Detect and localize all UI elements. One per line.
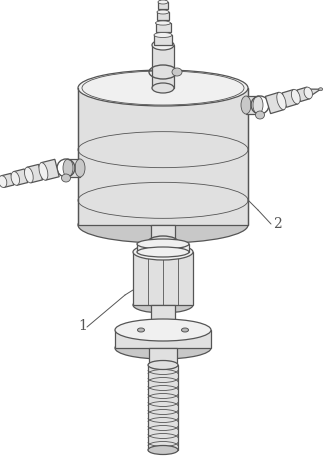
Ellipse shape bbox=[182, 328, 188, 332]
Polygon shape bbox=[307, 89, 321, 97]
Ellipse shape bbox=[24, 167, 33, 183]
Polygon shape bbox=[152, 45, 174, 88]
Ellipse shape bbox=[172, 68, 182, 76]
Ellipse shape bbox=[115, 319, 211, 341]
Polygon shape bbox=[154, 35, 172, 45]
Polygon shape bbox=[156, 23, 170, 32]
Polygon shape bbox=[137, 244, 189, 252]
Polygon shape bbox=[14, 169, 28, 185]
Ellipse shape bbox=[148, 445, 178, 455]
Ellipse shape bbox=[256, 111, 264, 119]
Polygon shape bbox=[282, 89, 298, 107]
Ellipse shape bbox=[133, 297, 193, 313]
Ellipse shape bbox=[137, 247, 189, 257]
Ellipse shape bbox=[291, 89, 300, 104]
Ellipse shape bbox=[115, 337, 211, 359]
Ellipse shape bbox=[152, 40, 174, 50]
Polygon shape bbox=[133, 252, 193, 305]
Polygon shape bbox=[148, 365, 178, 450]
Polygon shape bbox=[158, 2, 168, 9]
Polygon shape bbox=[160, 0, 166, 2]
Ellipse shape bbox=[0, 175, 7, 188]
Ellipse shape bbox=[75, 159, 85, 177]
Polygon shape bbox=[149, 348, 177, 365]
Ellipse shape bbox=[253, 96, 263, 114]
Ellipse shape bbox=[63, 159, 73, 177]
Ellipse shape bbox=[174, 241, 184, 249]
Text: 2: 2 bbox=[273, 217, 282, 231]
Polygon shape bbox=[246, 96, 258, 114]
Ellipse shape bbox=[158, 0, 168, 4]
Ellipse shape bbox=[62, 174, 70, 182]
Ellipse shape bbox=[138, 328, 144, 332]
Polygon shape bbox=[265, 92, 284, 113]
Ellipse shape bbox=[156, 21, 170, 25]
Polygon shape bbox=[0, 178, 4, 186]
Polygon shape bbox=[157, 12, 169, 20]
Polygon shape bbox=[27, 164, 42, 183]
Ellipse shape bbox=[151, 247, 175, 257]
Ellipse shape bbox=[304, 87, 312, 99]
Ellipse shape bbox=[157, 10, 169, 14]
Ellipse shape bbox=[151, 326, 175, 334]
Ellipse shape bbox=[319, 88, 323, 91]
Ellipse shape bbox=[152, 83, 174, 93]
Ellipse shape bbox=[149, 361, 177, 369]
Ellipse shape bbox=[78, 207, 248, 243]
Text: 1: 1 bbox=[78, 319, 87, 333]
Ellipse shape bbox=[277, 92, 286, 110]
Ellipse shape bbox=[133, 244, 193, 260]
Ellipse shape bbox=[151, 301, 175, 309]
Ellipse shape bbox=[137, 239, 189, 249]
Ellipse shape bbox=[154, 32, 172, 38]
Ellipse shape bbox=[78, 70, 248, 106]
Polygon shape bbox=[115, 330, 211, 348]
Polygon shape bbox=[41, 159, 59, 180]
Ellipse shape bbox=[241, 96, 251, 114]
Ellipse shape bbox=[148, 361, 178, 369]
Ellipse shape bbox=[39, 163, 48, 180]
Polygon shape bbox=[151, 225, 175, 252]
Polygon shape bbox=[1, 173, 14, 188]
Polygon shape bbox=[78, 88, 248, 225]
Ellipse shape bbox=[151, 220, 175, 230]
Polygon shape bbox=[68, 159, 80, 177]
Ellipse shape bbox=[149, 344, 177, 352]
Polygon shape bbox=[151, 305, 175, 330]
Ellipse shape bbox=[11, 172, 20, 185]
Polygon shape bbox=[297, 87, 310, 101]
